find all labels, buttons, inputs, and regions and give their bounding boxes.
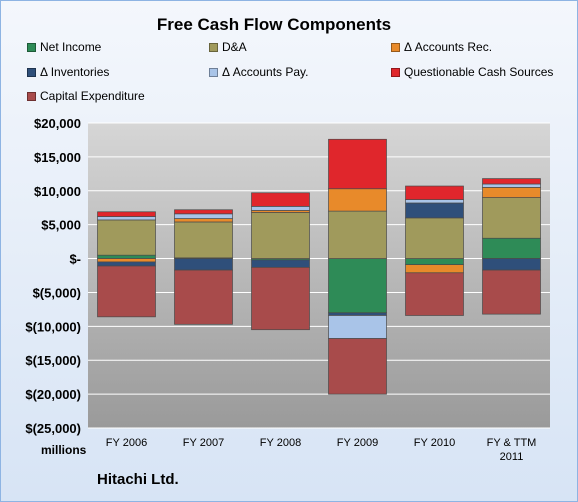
bars xyxy=(97,138,541,395)
bar-segment xyxy=(482,187,541,198)
bar-segment xyxy=(405,217,464,259)
bar-segment xyxy=(482,183,541,188)
bar-segment xyxy=(174,221,233,259)
bar-segment xyxy=(251,192,310,207)
legend-item-questionable-cash: Questionable Cash Sources xyxy=(391,65,553,79)
x-axis-labels: FY 2006 FY 2007 FY 2008 FY 2009 FY 2010 FY & … xyxy=(106,437,537,463)
plot-area xyxy=(88,123,550,428)
bar-segment xyxy=(251,206,310,211)
legend-label: D&A xyxy=(222,40,247,54)
bar-segment xyxy=(405,185,464,200)
y-tick-label: $20,000 xyxy=(34,116,81,131)
bar-segment xyxy=(174,258,233,271)
bar-segment xyxy=(97,258,156,263)
bar-segment xyxy=(328,188,387,212)
legend-label: Δ Accounts Rec. xyxy=(404,40,493,54)
bar-segment xyxy=(97,261,156,267)
company-name: Hitachi Ltd. xyxy=(97,471,179,488)
bar-segment xyxy=(405,264,464,274)
y-tick-label: $- xyxy=(69,252,81,267)
bar-segment xyxy=(405,199,464,204)
legend-item-da: D&A xyxy=(209,40,247,54)
x-tick-label: FY & TTM 2011 xyxy=(487,437,537,463)
legend-item-inventories: Δ Inventories xyxy=(27,65,109,79)
legend-label: Capital Expenditure xyxy=(40,89,145,103)
y-tick-label: $15,000 xyxy=(34,150,81,165)
bar-segment xyxy=(482,237,541,259)
bar-segment xyxy=(174,209,233,215)
bar-segment xyxy=(328,312,387,316)
legend-label: Net Income xyxy=(40,40,102,54)
legend-item-accounts-rec: Δ Accounts Rec. xyxy=(391,40,492,54)
y-tick-label: $(20,000) xyxy=(25,387,81,402)
y-tick-label: $(10,000) xyxy=(25,319,81,334)
x-tick-label: FY 2007 xyxy=(183,437,224,449)
bar-segment xyxy=(97,254,156,259)
legend-swatch xyxy=(27,91,36,101)
bar-segment xyxy=(482,178,541,185)
x-tick-label: FY 2006 xyxy=(106,437,147,449)
legend-label: Δ Inventories xyxy=(40,65,110,79)
bar-segment xyxy=(482,197,541,239)
bar-segment xyxy=(174,269,233,325)
bar-segment xyxy=(405,258,464,266)
y-tick-label: $(25,000) xyxy=(25,421,81,436)
bar-segment xyxy=(328,210,387,259)
bar-segment xyxy=(97,216,156,221)
bar-segment xyxy=(405,202,464,219)
bar-segment xyxy=(328,315,387,339)
bar-segment xyxy=(251,212,310,259)
bar-segment xyxy=(97,265,156,318)
legend-swatch xyxy=(27,67,36,77)
legend-swatch xyxy=(391,42,400,52)
bar-segment xyxy=(174,218,233,223)
legend-label: Δ Accounts Pay. xyxy=(222,65,309,79)
y-tick-label: $5,000 xyxy=(41,218,81,233)
bar-segment xyxy=(97,211,156,217)
y-tick-label: $(15,000) xyxy=(25,353,81,368)
bar-segment xyxy=(405,272,464,316)
bar-segment xyxy=(482,258,541,271)
y-tick-label: $10,000 xyxy=(34,184,81,199)
bar-segment xyxy=(251,259,310,268)
y-axis-labels: $20,000 $15,000 $10,000 $5,000 $- $(5,000) $(1… xyxy=(25,116,81,436)
bar-segment xyxy=(251,267,310,331)
legend-label: Questionable Cash Sources xyxy=(404,65,554,79)
bar-segment xyxy=(328,138,387,190)
chart-title: Free Cash Flow Components xyxy=(156,15,392,34)
legend-item-capital-expenditure: Capital Expenditure xyxy=(27,89,145,103)
x-tick-label: FY 2009 xyxy=(337,437,378,449)
bar-segment xyxy=(174,213,233,219)
x-tick-label: FY 2008 xyxy=(260,437,301,449)
bar-segment xyxy=(97,219,156,256)
y-tick-label: $(5,000) xyxy=(33,285,81,300)
legend-swatch xyxy=(209,42,218,52)
legend-item-accounts-pay: Δ Accounts Pay. xyxy=(209,65,309,79)
bar-segment xyxy=(482,269,541,315)
legend-swatch xyxy=(27,42,36,52)
bar-segment xyxy=(328,338,387,395)
legend-swatch xyxy=(209,67,218,77)
legend-item-net-income: Net Income xyxy=(27,40,101,54)
units-label: millions xyxy=(41,443,87,457)
legend-swatch xyxy=(391,67,400,77)
bar-segment xyxy=(328,258,387,314)
x-tick-label: FY 2010 xyxy=(414,437,455,449)
gridlines xyxy=(88,122,550,429)
